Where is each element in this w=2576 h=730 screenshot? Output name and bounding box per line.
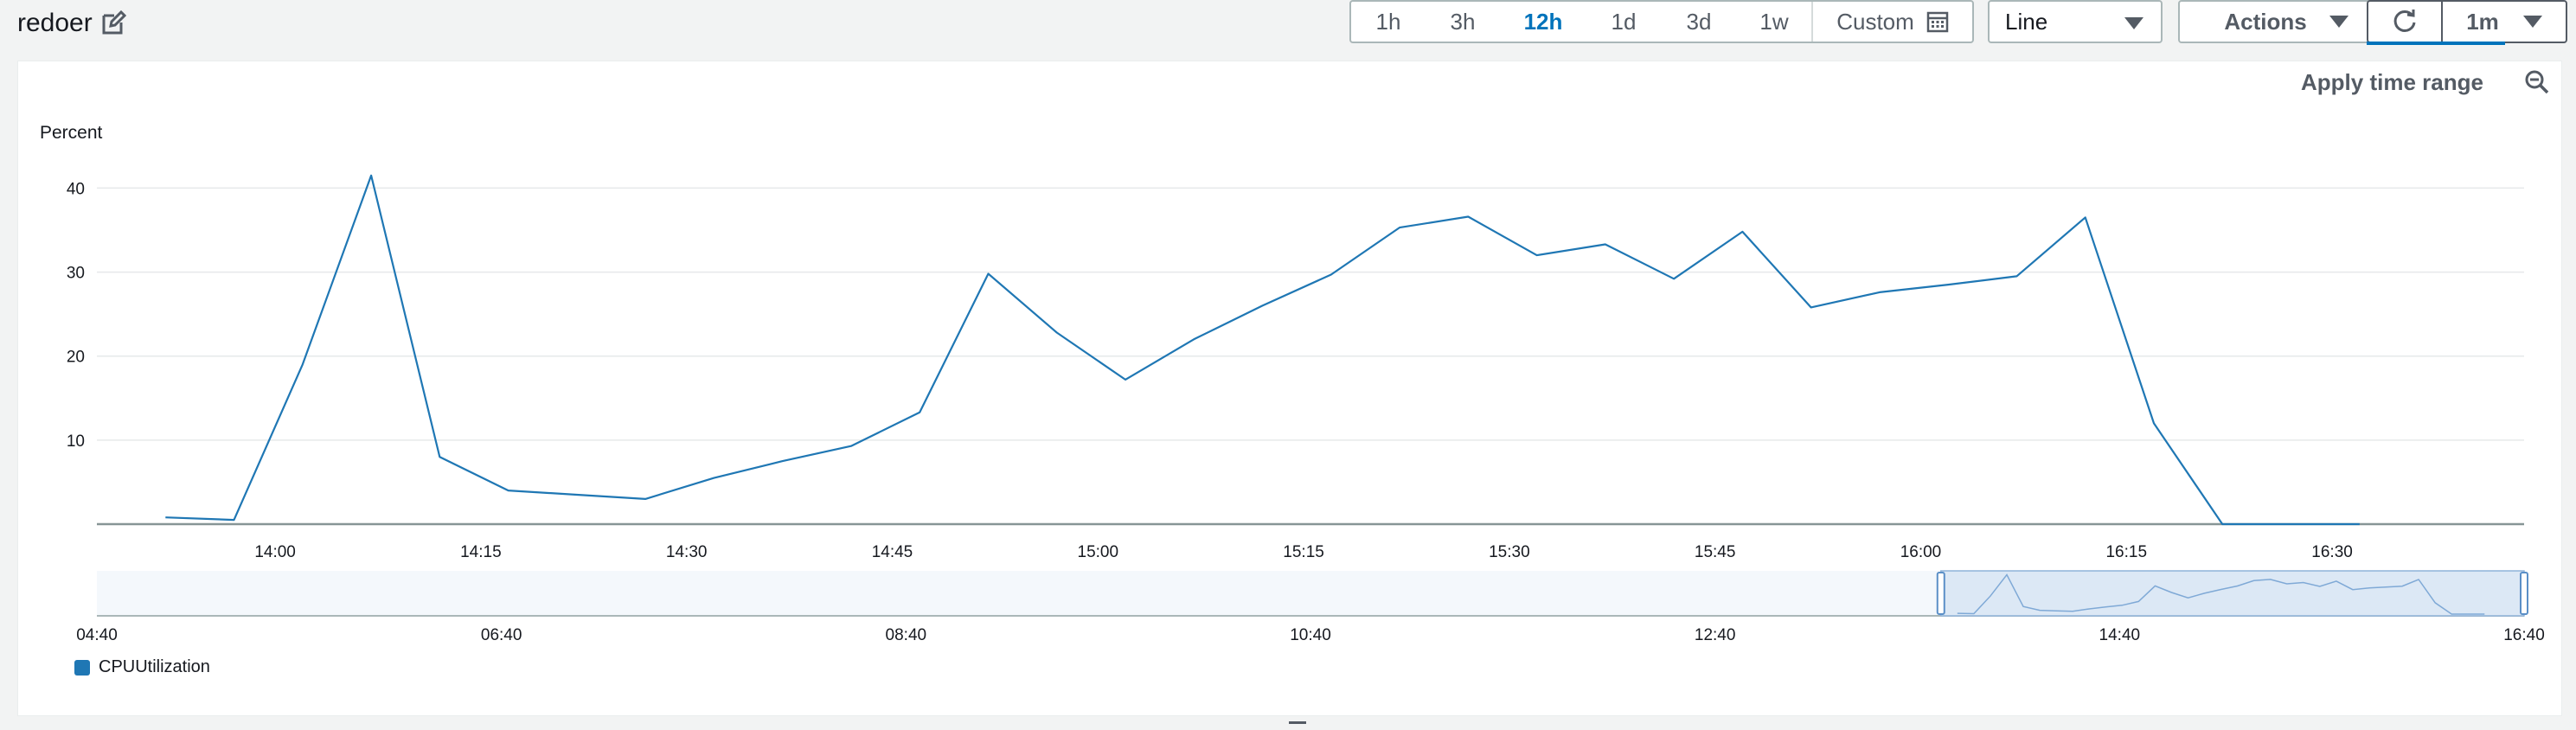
x-tick-label: 15:00 <box>1078 543 1119 561</box>
overview-tick-label: 16:40 <box>2503 626 2545 644</box>
x-tick-label: 14:30 <box>666 543 708 561</box>
caret-down-icon <box>2124 17 2143 29</box>
legend-swatch[interactable] <box>74 659 90 676</box>
x-tick-label: 14:45 <box>872 543 913 561</box>
x-tick-label: 14:00 <box>254 543 296 561</box>
time-range-1d[interactable]: 1d <box>1611 8 1637 35</box>
x-tick-label: 15:15 <box>1283 543 1324 561</box>
overview-tick-label: 14:40 <box>2099 626 2141 644</box>
caret-down-icon <box>2329 16 2349 28</box>
caret-down-icon <box>2522 16 2542 28</box>
time-range-selector: 1h 3h 12h 1d 3d 1w Custom <box>1349 0 1974 43</box>
apply-time-range-button[interactable]: Apply time range <box>2301 69 2483 95</box>
refresh-icon <box>2393 10 2416 32</box>
series-line-CPUUtilization <box>165 174 2360 526</box>
widget-title: redoer <box>17 9 93 37</box>
overview-tick-label: 12:40 <box>1695 626 1736 644</box>
y-tick-label: 40 <box>67 180 85 198</box>
resize-handle[interactable] <box>1289 721 1306 724</box>
x-tick-label: 15:30 <box>1489 543 1530 561</box>
x-tick-label: 16:30 <box>2311 543 2353 561</box>
zoom-out-icon[interactable] <box>2524 69 2550 95</box>
overview-brush-handle[interactable] <box>1936 572 1945 615</box>
edit-icon[interactable] <box>100 10 126 36</box>
dashboard-header: redoer 1h 3h 12h 1d 3d 1w Custom Line Ac… <box>0 0 2576 48</box>
overview-tick-label: 08:40 <box>886 626 927 644</box>
x-tick-label: 15:45 <box>1695 543 1736 561</box>
overview-tick-label: 06:40 <box>481 626 522 644</box>
time-range-1h[interactable]: 1h <box>1375 8 1401 35</box>
time-range-3d[interactable]: 3d <box>1686 8 1712 35</box>
refresh-interval-value: 1m <box>2466 8 2499 35</box>
time-range-1w[interactable]: 1w <box>1759 8 1789 35</box>
overview-selection <box>1940 570 2525 617</box>
x-tick-label: 14:15 <box>460 543 502 561</box>
overview-series-line <box>1957 573 2485 615</box>
actions-button[interactable]: Actions <box>2178 0 2394 43</box>
chart-type-select[interactable]: Line <box>1988 0 2163 43</box>
time-range-12h[interactable]: 12h <box>1523 8 1563 35</box>
overview-brush-handle[interactable] <box>2520 572 2528 615</box>
x-tick-label: 16:00 <box>1900 543 1942 561</box>
y-axis-label: Percent <box>40 123 103 143</box>
calendar-icon <box>1926 11 1949 33</box>
y-tick-label: 20 <box>67 349 85 367</box>
overview-tick-label: 10:40 <box>1290 626 1331 644</box>
y-tick-label: 10 <box>67 432 85 451</box>
legend: CPUUtilization <box>74 657 210 677</box>
x-tick-label: 16:15 <box>2105 543 2147 561</box>
actions-label: Actions <box>2224 8 2307 35</box>
legend-label[interactable]: CPUUtilization <box>99 657 210 676</box>
custom-label: Custom <box>1836 8 1914 35</box>
time-range-custom[interactable]: Custom <box>1811 2 1972 42</box>
time-range-3h[interactable]: 3h <box>1450 8 1476 35</box>
refresh-underline <box>2367 42 2505 45</box>
y-tick-label: 30 <box>67 265 85 283</box>
overview-tick-label: 04:40 <box>76 626 118 644</box>
chart-type-value: Line <box>2005 8 2048 35</box>
